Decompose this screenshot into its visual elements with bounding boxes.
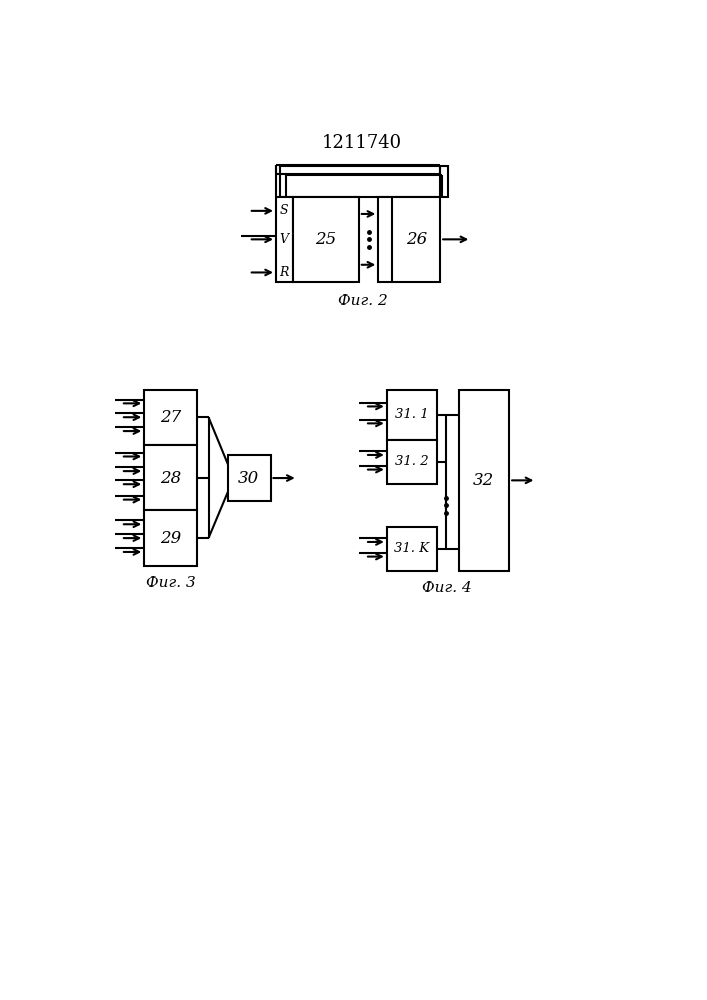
- Text: 25: 25: [315, 231, 336, 248]
- Text: R: R: [279, 266, 288, 279]
- Text: Фиг. 2: Фиг. 2: [338, 294, 387, 308]
- Text: 28: 28: [160, 470, 181, 487]
- Bar: [387, 440, 437, 484]
- Bar: [228, 455, 271, 501]
- Text: 30: 30: [238, 470, 259, 487]
- Text: 31. 2: 31. 2: [395, 455, 428, 468]
- Text: Фиг. 4: Фиг. 4: [422, 581, 472, 595]
- Bar: [144, 510, 197, 566]
- Bar: [459, 389, 509, 571]
- Bar: [387, 390, 437, 440]
- Text: Фиг. 3: Фиг. 3: [146, 576, 195, 590]
- Text: 1211740: 1211740: [322, 134, 402, 152]
- Bar: [378, 197, 440, 282]
- Bar: [387, 527, 437, 571]
- Text: 26: 26: [406, 231, 427, 248]
- Text: 27: 27: [160, 409, 181, 426]
- Bar: [276, 197, 293, 282]
- Text: 32: 32: [473, 472, 494, 489]
- Bar: [293, 197, 359, 282]
- Text: 31. K: 31. K: [394, 542, 429, 555]
- Bar: [280, 166, 448, 197]
- Text: S: S: [279, 204, 288, 217]
- Text: V: V: [279, 233, 288, 246]
- Bar: [144, 389, 197, 445]
- Bar: [144, 445, 197, 510]
- Text: 29: 29: [160, 530, 181, 547]
- Text: 31. 1: 31. 1: [395, 408, 428, 421]
